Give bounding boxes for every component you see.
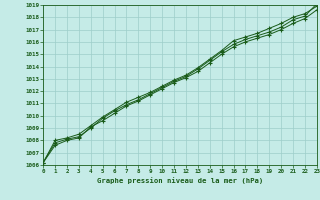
X-axis label: Graphe pression niveau de la mer (hPa): Graphe pression niveau de la mer (hPa): [97, 177, 263, 184]
